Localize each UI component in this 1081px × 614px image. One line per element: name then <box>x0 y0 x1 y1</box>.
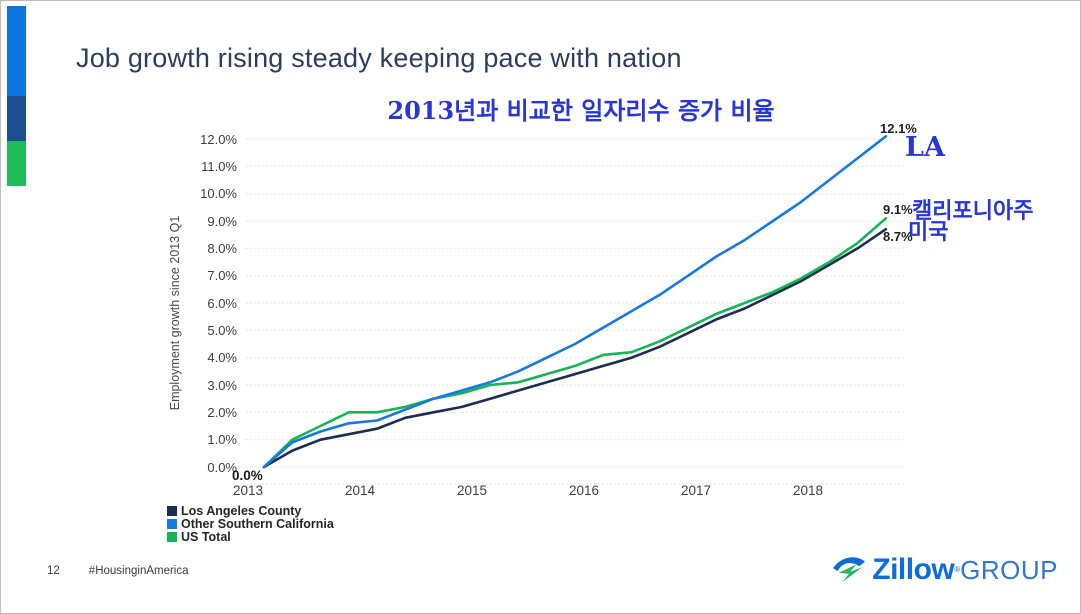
logo-suffix-text: GROUP <box>960 554 1058 585</box>
annotation-us-korean: 미국 <box>908 219 949 245</box>
x-tick-label: 2017 <box>680 483 712 498</box>
zillow-group-logo: Zillow ® GROUP <box>830 553 1058 587</box>
accent-bar-green <box>7 141 26 186</box>
y-tick-label: 8.0% <box>207 240 237 256</box>
y-tick-label: 3.0% <box>207 377 237 393</box>
annotation-california-korean: 캘리포니아주 <box>912 198 1034 224</box>
accent-bar-blue <box>7 6 26 96</box>
data-label-start: 0.0% <box>232 468 263 483</box>
annotation-la: LA <box>905 132 945 163</box>
legend-item: US Total <box>167 529 334 544</box>
y-tick-label: 0.0% <box>207 459 237 475</box>
legend-item: Other Southern California <box>167 516 334 531</box>
y-tick-label: 6.0% <box>207 295 237 311</box>
accent-bar-darkblue <box>7 96 26 141</box>
logo-brand-text: Zillow <box>872 553 955 586</box>
registered-mark: ® <box>954 565 961 574</box>
y-tick-label: 10.0% <box>200 186 237 202</box>
x-tick-label: 2015 <box>456 483 488 498</box>
y-tick-label: 5.0% <box>207 322 237 338</box>
data-label-la-county: 8.7% <box>883 229 913 244</box>
y-tick-label: 9.0% <box>207 213 237 229</box>
legend-swatch <box>167 519 177 530</box>
x-tick-label: 2016 <box>568 483 600 498</box>
page-number: 12 <box>47 565 60 577</box>
data-label-other-socal: 12.1% <box>880 121 917 136</box>
slide-title: Job growth rising steady keeping pace wi… <box>76 43 682 73</box>
line-us-total <box>262 217 888 469</box>
hashtag: #HousinginAmerica <box>88 565 189 577</box>
chart-svg <box>246 134 906 485</box>
legend-item: Los Angeles County <box>167 505 334 518</box>
y-tick-label: 12.0% <box>200 131 237 147</box>
chart-legend: Los Angeles County Other Southern Califor… <box>167 505 334 543</box>
legend-swatch <box>167 531 177 542</box>
zillow-house-icon <box>833 557 866 583</box>
legend-label: US Total <box>181 529 231 544</box>
line-other-southern-california <box>262 134 888 469</box>
y-tick-label: 4.0% <box>207 350 237 366</box>
line-los-angeles-county <box>262 227 888 469</box>
annotation-chart-title-korean: 2013년과 비교한 일자리수 증가 비율 <box>387 96 775 125</box>
legend-swatch <box>167 506 177 517</box>
y-tick-label: 1.0% <box>207 432 237 448</box>
data-label-us-total: 9.1% <box>883 202 913 217</box>
y-tick-label: 7.0% <box>207 268 237 284</box>
x-tick-label: 2013 <box>232 483 264 498</box>
y-tick-label: 11.0% <box>201 158 237 174</box>
legend-label: Los Angeles County <box>181 504 302 518</box>
legend-label: Other Southern California <box>181 516 334 531</box>
x-tick-label: 2018 <box>792 483 824 498</box>
footer: 12 #HousinginAmerica <box>47 565 189 577</box>
x-tick-label: 2014 <box>344 483 376 498</box>
y-tick-label: 2.0% <box>207 404 237 420</box>
